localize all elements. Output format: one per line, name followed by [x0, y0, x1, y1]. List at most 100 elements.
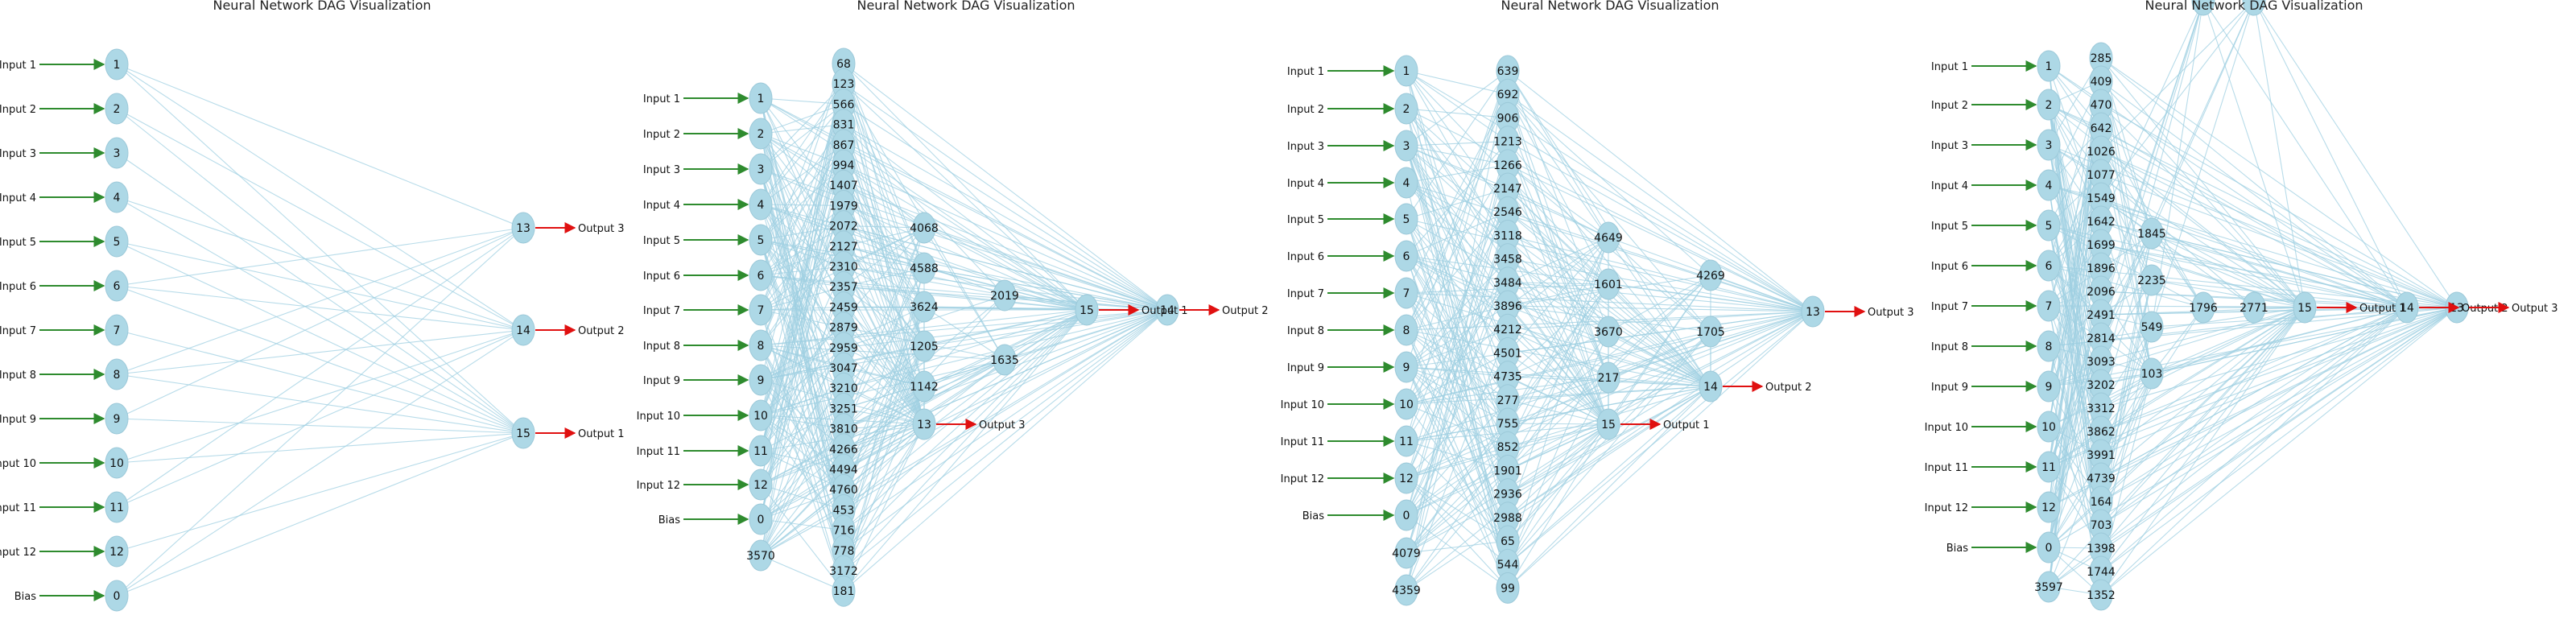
- input-node: 4: [2037, 170, 2060, 200]
- input-node: 2: [105, 93, 128, 124]
- svg-text:3: 3: [758, 163, 765, 176]
- svg-text:2: 2: [2046, 99, 2053, 112]
- input-node: 12: [105, 536, 128, 567]
- svg-text:6: 6: [758, 270, 765, 283]
- svg-text:1352: 1352: [2087, 589, 2116, 602]
- svg-text:2: 2: [114, 103, 121, 116]
- svg-text:4359: 4359: [1392, 584, 1421, 597]
- edge: [1608, 275, 1711, 332]
- svg-text:1: 1: [758, 93, 765, 105]
- svg-text:1266: 1266: [1493, 159, 1522, 172]
- input-node: 0: [105, 580, 128, 611]
- input-label: Input 4: [1287, 178, 1324, 190]
- input-node: 3: [2037, 130, 2060, 160]
- svg-text:3484: 3484: [1493, 277, 1522, 290]
- input-label: Input 4: [0, 192, 36, 204]
- svg-text:1642: 1642: [2087, 216, 2116, 229]
- input-label: Input 2: [643, 129, 680, 141]
- hidden-node: 1845: [2137, 218, 2166, 249]
- svg-text:1699: 1699: [2087, 239, 2116, 252]
- svg-text:6: 6: [1403, 250, 1410, 263]
- svg-text:1: 1: [114, 59, 121, 72]
- svg-text:8: 8: [1403, 324, 1410, 337]
- svg-text:1601: 1601: [1594, 279, 1623, 291]
- svg-text:9: 9: [1403, 361, 1410, 374]
- svg-text:2814: 2814: [2087, 332, 2116, 345]
- edge: [117, 197, 523, 330]
- panel-title: Neural Network DAG Visualization: [2145, 0, 2363, 13]
- svg-text:14: 14: [1703, 381, 1718, 394]
- input-label: Input 5: [1287, 214, 1324, 226]
- panel-title: Neural Network DAG Visualization: [213, 0, 431, 13]
- output-node: 14: [512, 315, 535, 345]
- svg-text:4: 4: [2046, 180, 2053, 192]
- input-node: 2: [749, 118, 772, 149]
- edge: [117, 330, 523, 507]
- edge: [117, 330, 523, 433]
- edge: [924, 310, 1167, 386]
- input-node: 12: [1395, 463, 1418, 493]
- svg-text:217: 217: [1598, 372, 1620, 385]
- svg-text:906: 906: [1497, 112, 1519, 125]
- edge: [117, 433, 523, 463]
- svg-text:852: 852: [1497, 441, 1519, 454]
- svg-text:99: 99: [1501, 582, 1515, 595]
- input-label: Input 8: [1931, 341, 1968, 353]
- input-label: Input 3: [1931, 140, 1968, 152]
- edge: [1508, 424, 1608, 447]
- input-label: Input 2: [1931, 100, 1968, 112]
- svg-text:3896: 3896: [1493, 300, 1522, 313]
- svg-text:8: 8: [758, 340, 765, 353]
- edge: [1508, 71, 1813, 312]
- svg-text:2147: 2147: [1493, 183, 1522, 196]
- svg-text:4: 4: [114, 192, 121, 204]
- svg-text:3: 3: [2046, 139, 2053, 152]
- svg-text:4501: 4501: [1493, 347, 1522, 360]
- output-label: Output 2: [578, 325, 625, 337]
- input-node: 12: [2037, 492, 2060, 522]
- edge: [1508, 386, 1711, 518]
- hidden-node: 217: [1597, 362, 1620, 393]
- input-node: 9: [105, 403, 128, 434]
- input-node: 11: [2037, 452, 2060, 482]
- input-label: Input 4: [1931, 180, 1968, 192]
- svg-text:1744: 1744: [2087, 566, 2116, 579]
- input-label: Input 10: [0, 458, 36, 470]
- svg-text:14: 14: [516, 324, 530, 337]
- output-label: Output 1: [578, 428, 625, 440]
- svg-text:164: 164: [2091, 496, 2112, 509]
- edge: [2101, 308, 2305, 502]
- svg-text:2096: 2096: [2087, 286, 2116, 299]
- svg-text:12: 12: [2041, 502, 2056, 514]
- panel-title: Neural Network DAG Visualization: [1501, 0, 1719, 13]
- svg-text:4588: 4588: [910, 262, 939, 275]
- input-node: 4: [105, 182, 128, 213]
- svg-text:3991: 3991: [2087, 449, 2116, 462]
- input-node: 8: [749, 330, 772, 361]
- edge: [117, 64, 523, 330]
- input-label: Input 6: [643, 270, 680, 283]
- svg-text:3312: 3312: [2087, 402, 2116, 415]
- input-node: 4: [1395, 167, 1418, 198]
- svg-text:1142: 1142: [910, 381, 939, 394]
- edge: [117, 374, 523, 433]
- input-label: Input 12: [1925, 502, 1968, 514]
- svg-text:2936: 2936: [1493, 489, 1522, 502]
- input-label: Input 10: [1925, 422, 1968, 434]
- svg-text:2: 2: [758, 128, 765, 141]
- input-node: 5: [2037, 210, 2060, 241]
- svg-text:11: 11: [753, 445, 768, 458]
- svg-text:15: 15: [1080, 304, 1094, 317]
- svg-text:4649: 4649: [1594, 232, 1623, 245]
- svg-text:1: 1: [1403, 65, 1410, 78]
- svg-text:5: 5: [1403, 213, 1410, 226]
- input-node: 6: [105, 270, 128, 301]
- svg-text:6: 6: [2046, 260, 2053, 273]
- output-node: 15: [1597, 409, 1620, 440]
- svg-text:0: 0: [2046, 542, 2053, 555]
- svg-text:2: 2: [1403, 103, 1410, 116]
- svg-text:2771: 2771: [2240, 302, 2268, 315]
- svg-text:11: 11: [1399, 436, 1414, 448]
- edge: [117, 153, 523, 433]
- svg-text:4739: 4739: [2087, 473, 2116, 485]
